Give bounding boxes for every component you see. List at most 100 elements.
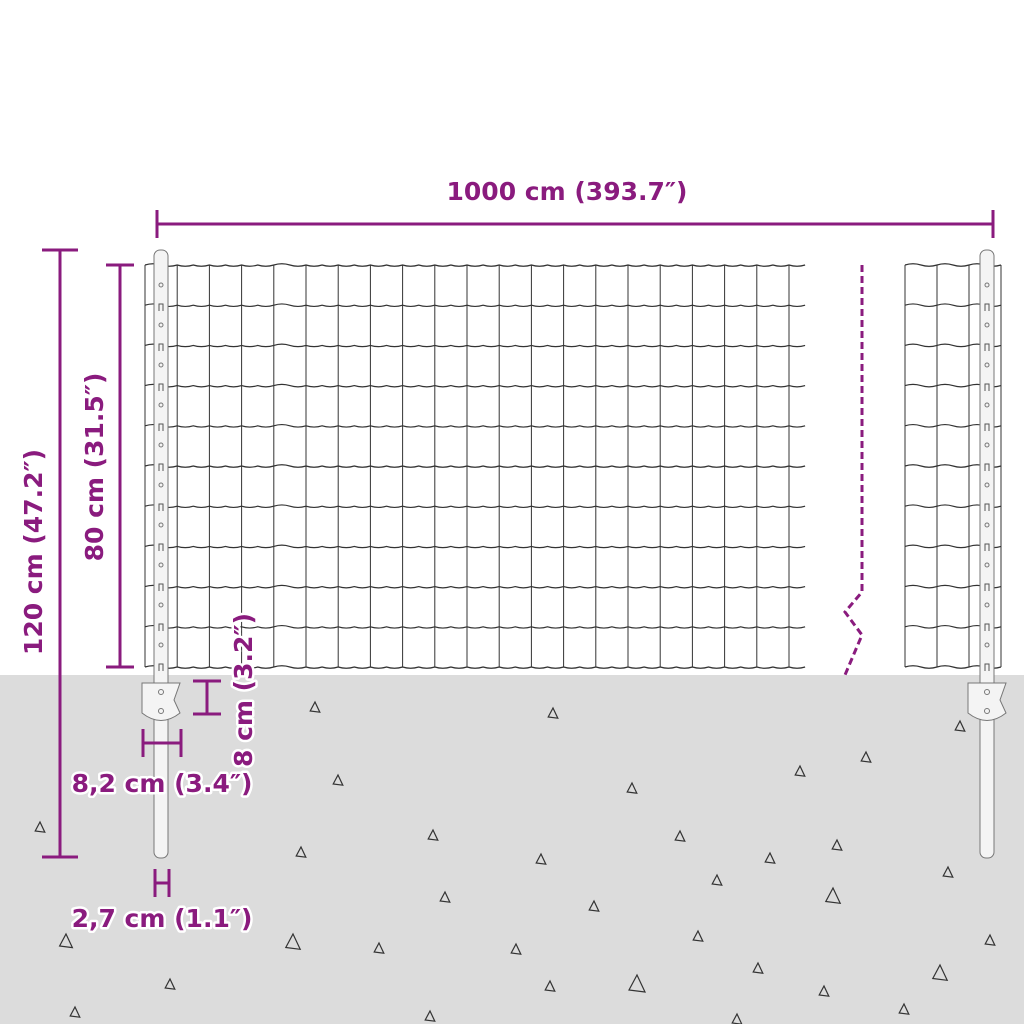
total-height-label: 120 cm (47.2″) <box>19 449 48 655</box>
post-hole <box>158 602 164 608</box>
post-hole <box>158 322 164 328</box>
post-hole <box>984 482 990 488</box>
fence-post <box>141 249 181 859</box>
ground-stones <box>34 700 996 1024</box>
wire-hook <box>158 543 164 551</box>
plate-hole <box>158 708 164 714</box>
horizontal-wire <box>144 303 806 308</box>
wire-hook <box>158 423 164 431</box>
stone-icon <box>831 838 843 851</box>
post-hole <box>984 642 990 648</box>
stone-icon <box>164 977 176 990</box>
stone-icon <box>69 1005 81 1018</box>
stone-icon <box>898 1002 910 1015</box>
stone-icon <box>674 829 686 842</box>
post-hole <box>158 362 164 368</box>
anchor-plate <box>141 682 181 721</box>
stone-icon <box>626 781 638 794</box>
horizontal-wire <box>144 504 806 509</box>
post-hole <box>158 442 164 448</box>
horizontal-wire <box>144 624 806 629</box>
stone-icon <box>439 890 451 903</box>
anchor-plate <box>967 682 1007 721</box>
stone-icon <box>535 852 547 865</box>
stone-icon <box>692 929 704 942</box>
stone-icon <box>752 961 764 974</box>
stone-icon <box>309 700 321 713</box>
post-diameter-label: 2,7 cm (1.1″) <box>72 904 253 933</box>
wire-hook <box>984 663 990 671</box>
wire-hook <box>984 343 990 351</box>
ground <box>0 675 1024 1024</box>
post-hole <box>984 442 990 448</box>
post-hole <box>158 282 164 288</box>
plate-width-dimension: 8,2 cm (3.4″) <box>69 729 255 801</box>
post-hole <box>984 362 990 368</box>
stone-icon <box>818 984 830 997</box>
horizontal-wire <box>144 464 806 468</box>
stone-icon <box>764 851 776 864</box>
stone-icon <box>544 979 556 992</box>
stone-icon <box>942 865 954 878</box>
plate-width-label: 8,2 cm (3.4″) <box>72 769 253 798</box>
wire-hook <box>158 623 164 631</box>
stone-icon <box>547 706 559 719</box>
post-body <box>979 249 995 859</box>
stone-icon <box>58 932 74 949</box>
stone-icon <box>510 942 522 955</box>
wire-hook <box>984 303 990 311</box>
wire-hook <box>158 383 164 391</box>
wire-hook <box>158 343 164 351</box>
break-line <box>843 265 864 676</box>
stone-icon <box>295 845 307 858</box>
post-hole <box>984 522 990 528</box>
wire-hook <box>158 463 164 471</box>
post-hole <box>984 402 990 408</box>
horizontal-wire <box>144 383 806 388</box>
wire-mesh <box>144 263 1002 669</box>
mesh-height-label: 80 cm (31.5″) <box>80 373 109 562</box>
wire-hook <box>158 663 164 671</box>
post-hole <box>158 402 164 408</box>
plate-hole <box>984 689 990 695</box>
plate-hole <box>984 708 990 714</box>
post-hole <box>984 322 990 328</box>
post-hole <box>158 482 164 488</box>
horizontal-wire <box>144 263 806 267</box>
wire-hook <box>158 303 164 311</box>
fence-post <box>967 249 1007 859</box>
stone-icon <box>427 828 439 841</box>
stone-icon <box>984 933 996 946</box>
stone-icon <box>332 773 344 786</box>
stone-icon <box>373 941 385 954</box>
horizontal-wire <box>144 423 806 428</box>
stone-icon <box>284 932 302 951</box>
post-hole <box>158 562 164 568</box>
wire-hook <box>984 423 990 431</box>
stone-icon <box>931 963 949 982</box>
horizontal-wire <box>144 343 806 348</box>
stone-icon <box>794 764 806 777</box>
wire-hook <box>984 623 990 631</box>
wire-hook <box>984 383 990 391</box>
horizontal-wire <box>144 665 806 669</box>
wire-hook <box>984 543 990 551</box>
post-hole <box>158 642 164 648</box>
length-label: 1000 cm (393.7″) <box>447 177 688 206</box>
stone-icon <box>588 899 600 912</box>
stone-icon <box>824 886 842 905</box>
length-dimension: 1000 cm (393.7″) <box>155 175 995 238</box>
stone-icon <box>954 719 966 732</box>
wire-hook <box>158 503 164 511</box>
stone-icon <box>860 750 872 763</box>
stone-icon <box>424 1009 436 1022</box>
mesh-height-dimension: 80 cm (31.5″) <box>78 263 134 669</box>
wire-hook <box>984 503 990 511</box>
horizontal-wire <box>144 544 806 549</box>
horizontal-wire <box>144 584 806 589</box>
post-hole <box>984 602 990 608</box>
plate-height-label: 8 cm (3.2″) <box>229 613 258 767</box>
wire-hook <box>984 583 990 591</box>
total-height-dimension: 120 cm (47.2″) <box>17 248 78 859</box>
